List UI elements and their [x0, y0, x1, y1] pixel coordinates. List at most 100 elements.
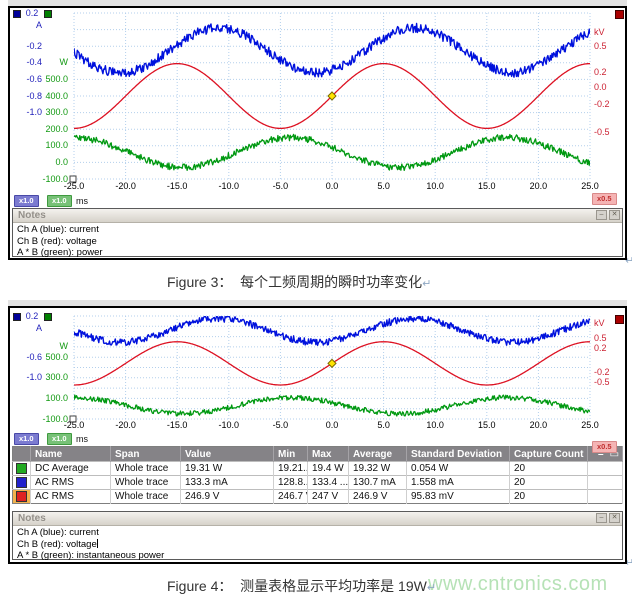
table-cell: 128.8...: [273, 475, 308, 490]
voltage-axis-tick: kV: [594, 317, 605, 328]
channel-a-axis-button[interactable]: [13, 313, 21, 321]
power-axis-button[interactable]: [44, 10, 52, 18]
notes-title-bar[interactable]: Notes – ✕: [13, 209, 622, 223]
voltage-axis-tick: 0.5: [594, 333, 607, 344]
channel-swatch[interactable]: [12, 475, 31, 490]
table-cell: 133.3 mA: [180, 475, 274, 490]
channel-b-axis-button[interactable]: [615, 10, 624, 19]
power-axis-button[interactable]: [44, 313, 52, 321]
current-axis-tick: -0.2: [26, 40, 42, 51]
table-cell: 19.21...: [273, 461, 308, 476]
power-axis-tick: 200.0: [45, 123, 68, 134]
maximize-icon[interactable]: ▭: [609, 448, 620, 460]
notes-line: A * B (green): power: [17, 247, 103, 258]
table-cell: 20: [509, 461, 588, 476]
notes-title-bar[interactable]: Notes – ✕: [13, 512, 622, 526]
figure-3-label: Figure 3：: [167, 274, 233, 290]
time-axis-tick: 20.0: [529, 420, 548, 430]
time-axis-tick: 20.0: [529, 181, 548, 191]
swatch-column-header: [12, 446, 31, 462]
power-axis-tick: -100.0: [42, 173, 68, 184]
notes-line: Ch A (blue): current: [17, 224, 99, 235]
time-unit-label: ms: [76, 434, 88, 444]
voltage-axis-tick: -0.5: [594, 377, 610, 388]
power-scale-badge[interactable]: x1.0: [47, 195, 72, 207]
channel-a-scale-badge[interactable]: x1.0: [14, 433, 39, 445]
table-cell: 19.32 W: [348, 461, 407, 476]
minimize-icon[interactable]: –: [596, 513, 607, 523]
table-cell: 247 V: [307, 489, 349, 504]
figure-4-label: Figure 4：: [167, 578, 233, 594]
voltage-axis-tick: -0.2: [594, 98, 610, 109]
table-cell: [587, 489, 623, 504]
notes-text[interactable]: Ch A (blue): current Ch B (red): voltage A…: [13, 526, 622, 563]
power-axis-tick: 100.0: [45, 140, 68, 151]
text-cursor: [96, 538, 98, 548]
channel-a-axis-button[interactable]: [13, 10, 21, 18]
minimize-icon[interactable]: –: [596, 210, 607, 220]
notes-title: Notes: [18, 210, 46, 221]
channel-a-scale-badge[interactable]: x1.0: [14, 195, 39, 207]
figure-4-text: 测量表格显示平均功率是 19W: [240, 578, 427, 594]
table-cell: 133.4 ...: [307, 475, 349, 490]
power-axis-tick: 300.0: [45, 107, 68, 118]
column-header: Max: [307, 446, 349, 462]
channel-b-scale-badge[interactable]: x0.5: [592, 441, 617, 453]
paragraph-mark: ↵: [426, 582, 437, 594]
channel-color-icon: [16, 491, 27, 502]
time-axis-tick: -10.0: [218, 420, 240, 430]
figure-3-caption: Figure 3： 每个工频周期的瞬时功率变化↵: [167, 272, 431, 292]
notes-line: Ch A (blue): current: [17, 527, 99, 538]
power-axis-tick: 300.0: [45, 372, 68, 383]
power-axis-tick: W: [59, 57, 69, 68]
paragraph-mark: ↵: [625, 255, 632, 267]
table-cell: Whole trace: [110, 489, 181, 504]
column-header: Value: [180, 446, 274, 462]
time-axis-tick: -15.0: [166, 181, 188, 191]
notes-panel-2: Notes – ✕ Ch A (blue): current Ch B (red)…: [12, 511, 623, 563]
table-cell: 95.83 mV: [406, 489, 510, 504]
table-cell: 0.054 W: [406, 461, 510, 476]
table-cell: AC RMS: [30, 475, 111, 490]
time-axis-tick: -5.0: [272, 420, 289, 430]
channel-color-icon: [16, 463, 27, 474]
channel-b-axis-button[interactable]: [615, 315, 624, 324]
voltage-axis-tick: kV: [594, 27, 605, 38]
time-unit-label: ms: [76, 196, 88, 206]
table-cell: 1.558 mA: [406, 475, 510, 490]
time-axis-tick: -25.0: [63, 181, 85, 191]
table-cell: [587, 461, 623, 476]
time-axis-tick: -10.0: [218, 181, 240, 191]
notes-line: Ch B (red): voltage: [17, 235, 97, 247]
current-axis-tick: -0.6: [26, 73, 42, 84]
current-axis-tick: -0.4: [26, 57, 42, 68]
close-icon[interactable]: ✕: [609, 513, 620, 523]
table-cell: 19.4 W: [307, 461, 349, 476]
time-axis-tick: -15.0: [166, 420, 188, 430]
power-axis-tick: 500.0: [45, 73, 68, 84]
minimize-icon[interactable]: –: [598, 448, 604, 460]
power-axis-tick: 400.0: [45, 90, 68, 101]
voltage-axis-tick: 0.2: [594, 343, 607, 354]
voltage-axis-tick: -0.5: [594, 127, 610, 138]
channel-color-icon: [16, 477, 27, 488]
notes-text[interactable]: Ch A (blue): current Ch B (red): voltage A…: [13, 223, 622, 260]
table-cell: 20: [509, 489, 588, 504]
time-axis-tick: -20.0: [115, 420, 136, 430]
power-scale-badge[interactable]: x1.0: [47, 433, 72, 445]
table-header-row: Name Span Value Min Max Average Standard Devia…: [12, 446, 623, 462]
paragraph-mark: ↵: [422, 278, 432, 290]
time-axis-tick: 5.0: [377, 420, 390, 430]
channel-b-scale-badge[interactable]: x0.5: [592, 193, 617, 205]
channel-swatch[interactable]: [12, 489, 31, 504]
power-axis-tick: 0.0: [55, 156, 68, 167]
time-axis-tick: 0.0: [325, 181, 339, 191]
close-icon[interactable]: ✕: [609, 210, 620, 220]
column-header: Capture Count: [509, 446, 588, 462]
channel-swatch[interactable]: [12, 461, 31, 476]
time-axis-tick: 25.0: [581, 181, 599, 191]
